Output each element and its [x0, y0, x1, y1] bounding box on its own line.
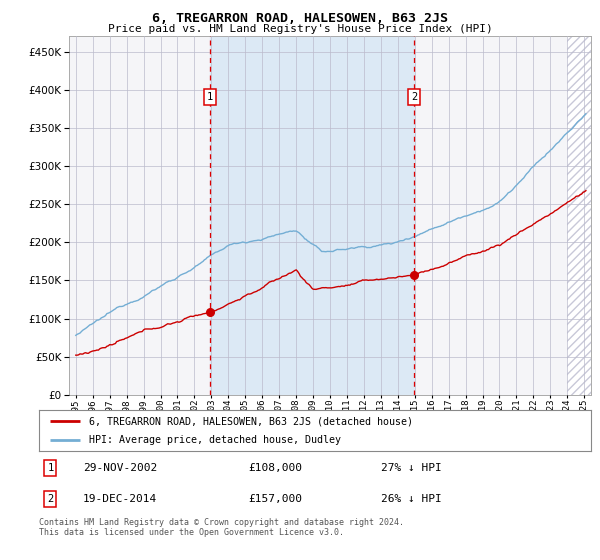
- Text: 6, TREGARRON ROAD, HALESOWEN, B63 2JS: 6, TREGARRON ROAD, HALESOWEN, B63 2JS: [152, 12, 448, 25]
- Text: £157,000: £157,000: [249, 494, 303, 504]
- Text: £108,000: £108,000: [249, 463, 303, 473]
- Text: 29-NOV-2002: 29-NOV-2002: [83, 463, 157, 473]
- Bar: [567, 36, 593, 395]
- Text: 19-DEC-2014: 19-DEC-2014: [83, 494, 157, 504]
- Text: 2: 2: [411, 92, 417, 102]
- Text: 1: 1: [47, 463, 53, 473]
- Bar: [210, 36, 414, 395]
- Text: Price paid vs. HM Land Registry's House Price Index (HPI): Price paid vs. HM Land Registry's House …: [107, 24, 493, 34]
- Text: 26% ↓ HPI: 26% ↓ HPI: [381, 494, 442, 504]
- Text: 2: 2: [47, 494, 53, 504]
- Text: Contains HM Land Registry data © Crown copyright and database right 2024.
This d: Contains HM Land Registry data © Crown c…: [39, 518, 404, 538]
- Text: 6, TREGARRON ROAD, HALESOWEN, B63 2JS (detached house): 6, TREGARRON ROAD, HALESOWEN, B63 2JS (d…: [89, 417, 413, 426]
- Text: 27% ↓ HPI: 27% ↓ HPI: [381, 463, 442, 473]
- Text: 1: 1: [207, 92, 213, 102]
- Text: HPI: Average price, detached house, Dudley: HPI: Average price, detached house, Dudl…: [89, 435, 341, 445]
